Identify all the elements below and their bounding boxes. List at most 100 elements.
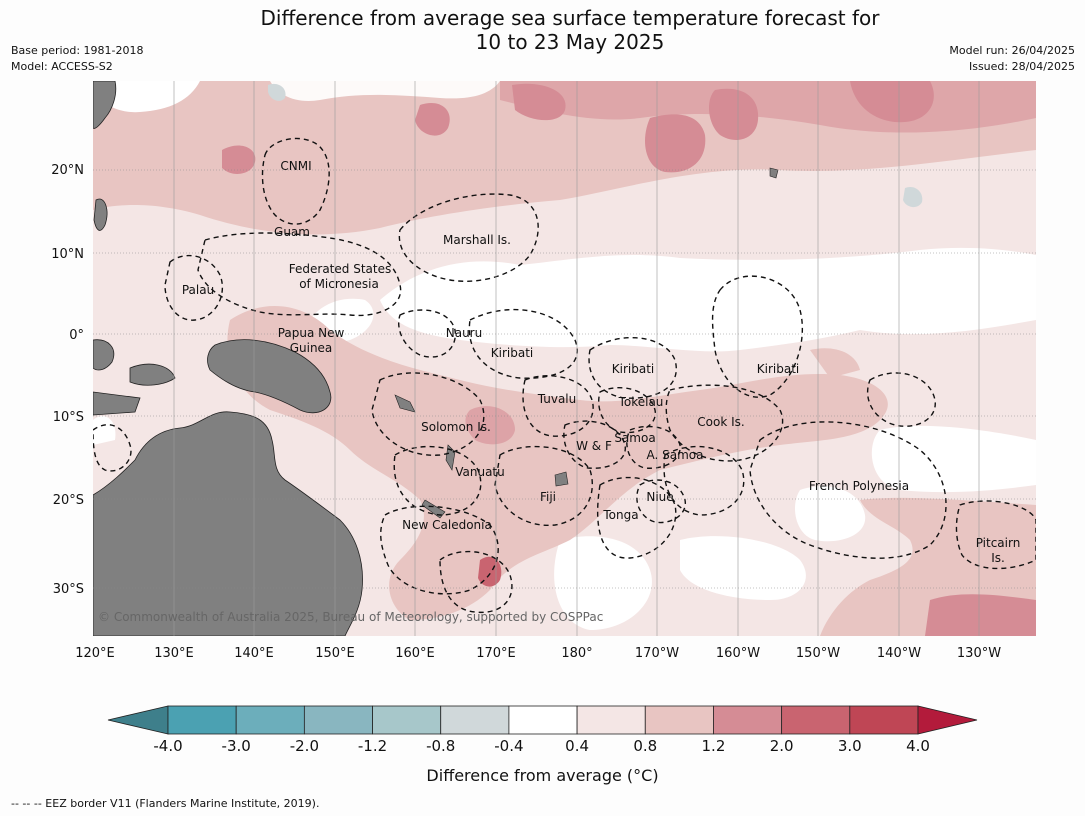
lon-tick-150e: 150°E [315, 646, 355, 661]
land-fiji [554, 471, 569, 487]
label-png-line1: Papua New [278, 326, 345, 340]
colorbar-tick-label: 4.0 [906, 737, 930, 755]
label-tuvalu: Tuvalu [537, 392, 577, 406]
lon-tick-160e: 160°E [395, 646, 435, 661]
eez-nauru [398, 309, 456, 358]
colorbar-extension-low [107, 705, 169, 735]
eez-cnmi [261, 137, 330, 225]
lon-tick-labels: 120°E 130°E 140°E 150°E 160°E 170°E 180°… [75, 646, 1001, 661]
lat-tick-labels: 20°N 10°N 0° 10°S 20°S 30°S [51, 163, 84, 597]
label-kiribati-west: Kiribati [491, 346, 533, 360]
eez-french-polynesia-marquesas [866, 372, 936, 427]
gridlines [93, 169, 1036, 589]
land-new-caledonia [421, 499, 446, 519]
eez-palau [164, 254, 224, 321]
place-labels: CNMI Guam Marshall Is. Federated States … [182, 159, 1020, 565]
land-australia [93, 411, 363, 636]
label-kiribati-east: Kiribati [757, 362, 799, 376]
lon-tick-160w: 160°W [716, 646, 760, 661]
land-sulawesi [93, 339, 115, 371]
meta-right: Model run: 26/04/2025 Issued: 28/04/2025 [949, 43, 1075, 75]
eez-kiribati-gilbert [468, 308, 578, 379]
colorbar: -4.0 -3.0 -2.0 -1.2 -0.8 -0.4 0.4 0.8 1.2 2.0 3.0 4… [107, 705, 978, 755]
colorbar-tick-label: -0.8 [426, 737, 455, 755]
base-period: Base period: 1981-2018 [11, 44, 144, 57]
neutral-equatorial-band [380, 247, 1036, 352]
map-area: CNMI Guam Marshall Is. Federated States … [93, 81, 1036, 636]
eez-cook-islands-south [663, 445, 745, 516]
lat-tick-20s: 20°S [53, 493, 84, 508]
label-wallis-futuna: W & F [576, 439, 612, 453]
label-palau: Palau [182, 283, 214, 297]
lat-tick-30s: 30°S [53, 582, 84, 597]
lat-tick-0: 0° [69, 328, 84, 343]
colorbar-segment [167, 705, 237, 735]
land-timor [93, 391, 141, 416]
warm-patch-n3 [850, 81, 934, 123]
label-guam: Guam [274, 225, 310, 239]
warm-patch-se [925, 594, 1036, 636]
eez-pitcairn [955, 500, 1036, 570]
lon-tick-130e: 130°E [154, 646, 194, 661]
colorbar-tick-label: -4.0 [153, 737, 182, 755]
label-marshall-islands: Marshall Is. [443, 233, 511, 247]
eez-borders [93, 137, 1036, 614]
lon-tick-140w: 140°W [877, 646, 921, 661]
colorbar-segment [235, 705, 305, 735]
label-tokelau: Tokelau [618, 395, 664, 409]
eez-niue [636, 479, 686, 524]
colorbar-tick-label: 1.2 [702, 737, 726, 755]
warm-patch-s1 [478, 556, 502, 587]
label-png-line2: Guinea [290, 341, 333, 355]
land-new-guinea [207, 339, 332, 414]
land-vanuatu [445, 444, 456, 471]
land-maluku [129, 363, 176, 386]
label-micronesia-line2: of Micronesia [299, 277, 379, 291]
label-micronesia-line1: Federated States [289, 262, 391, 276]
neutral-area-4 [871, 425, 1036, 493]
eez-tonga [596, 476, 677, 559]
lat-tick-20n: 20°N [51, 163, 84, 178]
eez-french-polynesia [749, 421, 947, 559]
colorbar-tick-label: -0.4 [494, 737, 523, 755]
neutral-area-1 [93, 81, 200, 113]
eez-cook-islands-north [665, 384, 784, 462]
eez-australia-north [93, 424, 132, 472]
colorbar-segment [849, 705, 919, 735]
eez-fiji [494, 445, 594, 526]
lon-tick-180: 180° [561, 646, 592, 661]
lon-tick-130w: 130°W [957, 646, 1001, 661]
meridians [173, 81, 980, 636]
eez-samoa [626, 425, 681, 469]
land-hawaii [769, 167, 779, 179]
cool-patch-1 [903, 186, 923, 208]
lon-tick-170e: 170°E [476, 646, 516, 661]
model-name: Model: ACCESS-S2 [11, 60, 113, 73]
colorbar-tick-label: -3.0 [222, 737, 251, 755]
colorbar-segment [644, 705, 714, 735]
label-pitcairn-line2: Is. [991, 551, 1005, 565]
label-french-polynesia: French Polynesia [809, 479, 909, 493]
colorbar-segment [781, 705, 851, 735]
eez-solomon-islands [371, 372, 485, 456]
lat-tick-10s: 10°S [53, 410, 84, 425]
label-kiribati-central: Kiribati [612, 362, 654, 376]
colorbar-segment [576, 705, 646, 735]
land-philippines-central [93, 198, 108, 231]
lon-tick-150w: 150°W [796, 646, 840, 661]
colorbar-tick-label: 0.4 [565, 737, 589, 755]
lon-tick-120e: 120°E [75, 646, 115, 661]
colorbar-tick-label: 3.0 [838, 737, 862, 755]
eez-wallis-futuna [563, 420, 626, 469]
warm-patch-n2 [708, 88, 759, 140]
warm-patch-e [810, 348, 860, 378]
colorbar-segment [440, 705, 510, 735]
label-solomon-islands: Solomon Is. [421, 420, 491, 434]
chart-title: Difference from average sea surface temp… [0, 6, 1085, 54]
colorbar-segment [303, 705, 373, 735]
neutral-area-5 [554, 536, 652, 630]
label-niue: Niue [646, 490, 673, 504]
neutral-area-8 [93, 416, 116, 445]
title-line-2: 10 to 23 May 2025 [475, 30, 665, 54]
